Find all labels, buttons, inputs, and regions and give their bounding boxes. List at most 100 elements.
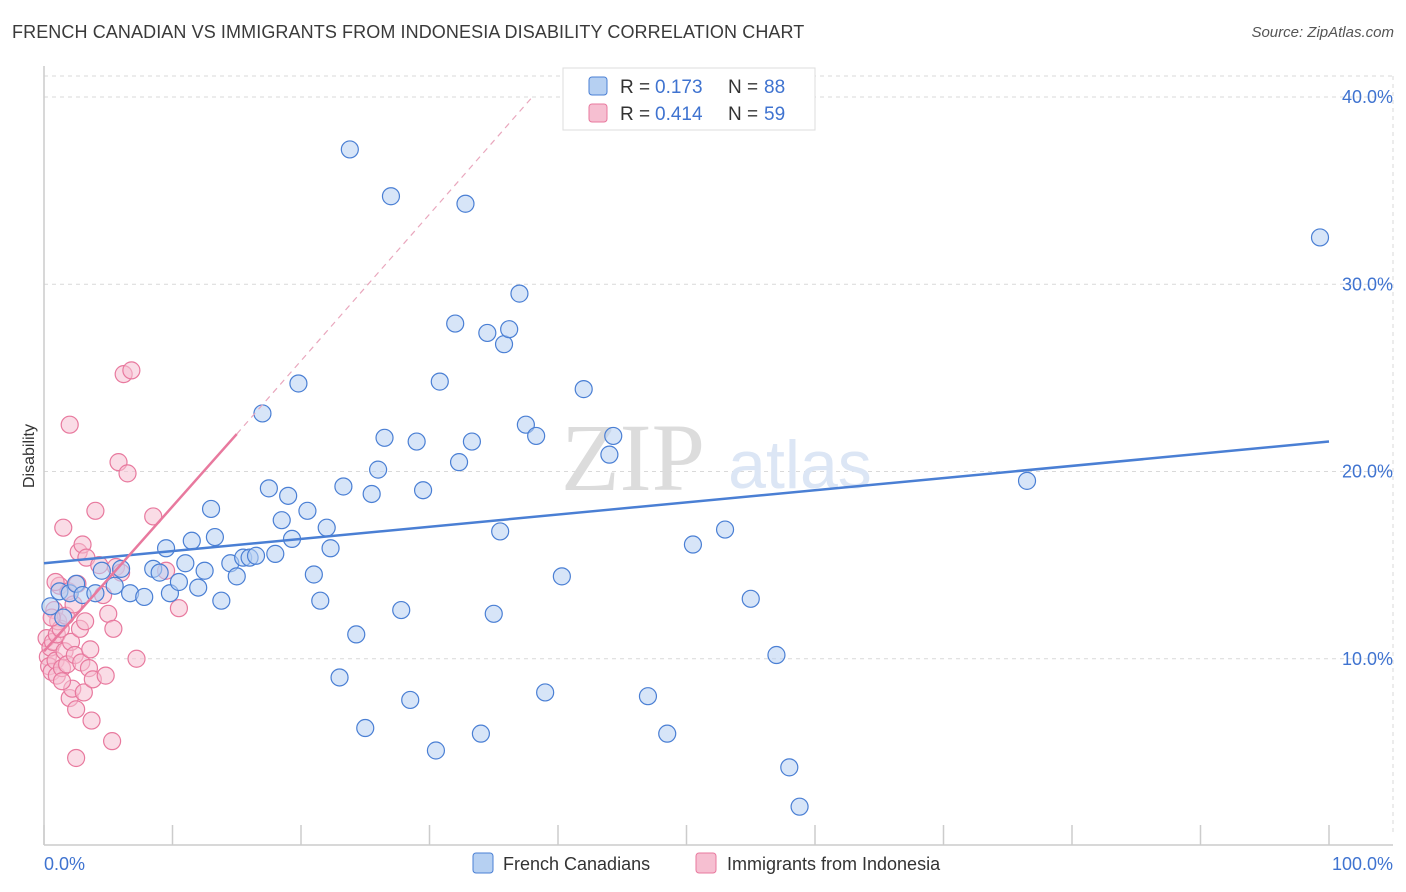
legend-swatch-pink [588,103,608,123]
french-canadian-point-66 [510,284,529,303]
watermark-atlas: atlas [728,427,872,503]
legend-r-label-blue: R = [620,77,650,98]
french-canadian-point-46 [362,484,381,504]
french-canadian-point-40 [321,539,340,558]
french-canadian-point-36 [298,501,317,520]
legend-swatch-blue [588,76,608,96]
french-canadian-point-16 [169,572,189,592]
y-tick-label-40: 40.0% [1342,87,1393,107]
french-canadian-point-55 [430,372,449,391]
french-canadian-point-41 [330,668,349,687]
indonesia-point-14 [54,518,73,537]
french-canadian-point-62 [484,604,503,623]
y-tick-label-30: 30.0% [1342,274,1393,294]
indonesia-point-41 [103,732,122,751]
french-canadian-point-18 [182,531,201,550]
french-canadian-point-14 [156,539,176,558]
french-canadian-point-38 [311,591,330,610]
french-canadian-point-49 [381,187,401,206]
french-canadian-point-70 [552,567,571,586]
series-indonesia-points [37,361,189,768]
french-canadian-point-71 [574,380,593,399]
indonesia-point-37 [86,501,105,520]
french-canadian-point-68 [527,426,546,446]
french-canadian-point-57 [449,453,469,472]
french-canadian-point-7 [92,561,111,580]
legend-n-value-blue: 88 [764,77,785,98]
french-canadian-point-45 [356,718,375,738]
french-canadian-point-29 [253,404,272,423]
indonesia-point-58 [96,666,115,685]
french-canadian-point-23 [212,591,231,610]
legend-r-value-pink: 0.414 [655,104,703,125]
french-canadian-point-17 [176,554,195,573]
french-canadian-point-37 [304,565,323,584]
french-canadian-point-69 [536,683,555,702]
trend-lines [43,96,1330,653]
indonesia-point-47 [118,464,137,483]
french-canadian-point-59 [462,432,482,451]
french-canadian-point-31 [266,544,285,563]
legend-r-label-pink: R = [620,104,650,125]
french-canadian-point-2 [54,608,73,627]
french-canadian-point-82 [1017,471,1037,490]
indonesia-point-50 [144,507,163,526]
french-canadian-point-67 [516,415,535,434]
french-canadian-point-78 [741,589,760,608]
legend-n-label-blue: N = [728,77,758,98]
french-canadian-point-20 [195,561,214,580]
french-canadian-point-65 [500,320,519,339]
indonesia-point-49 [127,649,146,668]
french-canadian-point-47 [369,460,388,479]
trend-line-indonesia-extension [236,96,533,435]
y-tick-labels: 10.0% 20.0% 30.0% 40.0% [1342,87,1393,669]
indonesia-point-55 [52,672,72,691]
axes [43,66,1393,846]
bottom-legend-label-blue: French Canadians [503,854,650,874]
french-canadian-point-32 [272,511,291,530]
legend-n-label-pink: N = [728,104,758,125]
indonesia-point-32 [76,612,95,631]
indonesia-point-56 [81,640,100,659]
french-canadian-point-50 [392,600,411,620]
french-canadian-point-44 [347,625,366,644]
series-legend: French Canadians Immigrants from Indones… [472,852,941,874]
trend-line-indonesia [43,433,238,653]
french-canadian-point-80 [780,758,799,777]
bottom-legend-label-pink: Immigrants from Indonesia [727,854,941,874]
french-canadian-point-35 [289,374,308,393]
source-label: Source: ZipAtlas.com [1251,24,1394,41]
indonesia-point-31 [74,683,93,702]
french-canadian-point-83 [1310,228,1330,247]
indonesia-point-35 [82,711,101,730]
chart-title: FRENCH CANADIAN VS IMMIGRANTS FROM INDON… [12,22,805,42]
french-canadian-point-81 [790,797,809,816]
indonesia-point-42 [104,619,123,638]
watermark: ZIP atlas [561,404,872,511]
french-canadian-point-51 [401,690,420,710]
french-canadian-point-77 [715,520,735,539]
indonesia-point-52 [169,599,189,618]
french-canadian-point-79 [767,645,786,665]
y-tick-label-10: 10.0% [1342,649,1393,669]
indonesia-point-48 [122,361,141,380]
french-canadian-point-72 [600,445,619,464]
french-canadian-point-54 [426,741,446,760]
french-canadian-point-21 [201,499,221,519]
french-canadian-point-58 [456,194,475,213]
french-canadian-point-25 [227,567,246,586]
french-canadian-point-73 [604,426,623,446]
french-canadian-point-74 [638,687,658,706]
bottom-legend-swatch-blue [472,852,494,874]
french-canadian-point-8 [105,576,124,595]
french-canadian-point-42 [334,477,353,496]
french-canadian-point-28 [246,546,266,565]
x-tick-label-0: 0.0% [44,854,85,874]
french-canadian-point-61 [478,323,497,343]
french-canadian-point-33 [279,486,298,505]
french-canadian-point-52 [407,432,426,451]
french-canadian-point-9 [111,559,131,578]
french-canadian-point-22 [205,527,225,547]
y-axis-label: Disability [21,424,38,488]
